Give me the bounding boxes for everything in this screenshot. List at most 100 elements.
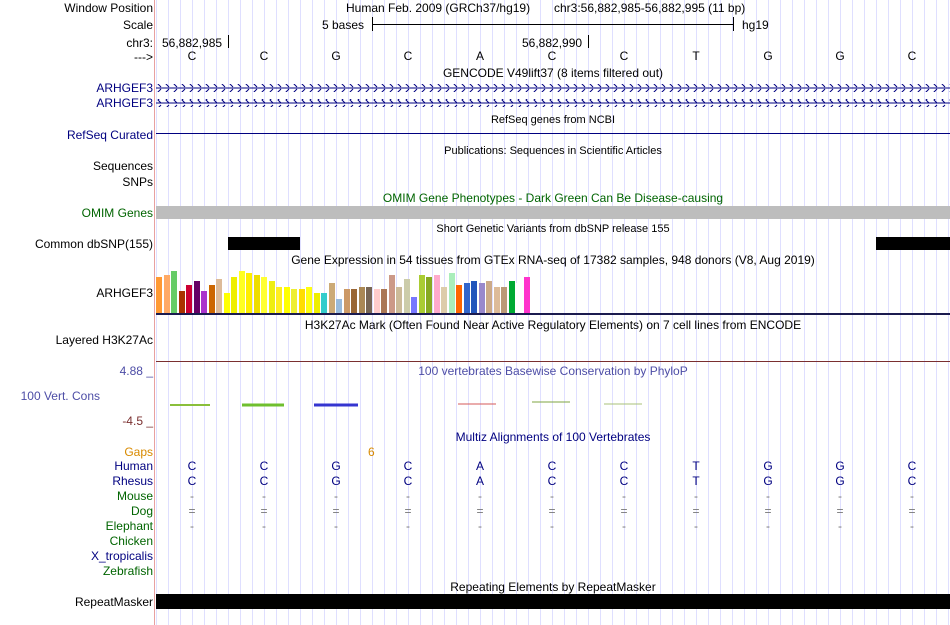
gtex-tissue-bar[interactable] [163, 275, 170, 313]
gtex-tissue-bar[interactable] [351, 289, 357, 313]
h3k27ac-baseline [156, 361, 950, 362]
repeatmasker-element-bar[interactable] [156, 594, 950, 609]
gtex-tissue-bar[interactable] [456, 285, 462, 313]
common-snp-variant[interactable] [876, 237, 950, 250]
track-data-area[interactable]: Human Feb. 2009 (GRCh37/hg19) chr3:56,88… [156, 0, 950, 625]
snps-track-label[interactable]: SNPs [122, 175, 153, 189]
gtex-tissue-bar[interactable] [261, 277, 267, 313]
gtex-tissue-bar[interactable] [276, 287, 282, 313]
strand-arrow-label[interactable]: ---> [134, 50, 153, 64]
gtex-tissue-bar[interactable] [448, 273, 455, 313]
sequences-track-label[interactable]: Sequences [92, 159, 153, 173]
gtex-tissue-bar[interactable] [441, 287, 447, 313]
gtex-tissue-bar[interactable] [403, 279, 410, 313]
gtex-tissue-bar[interactable] [313, 293, 320, 313]
gtex-tissue-bar[interactable] [366, 287, 372, 313]
repeatmasker-track-label[interactable]: RepeatMasker [74, 595, 153, 609]
gtex-tissue-bar[interactable] [426, 277, 432, 313]
h3k27ac-track-label[interactable]: Layered H3K27Ac [55, 333, 153, 347]
alignment-base: - [766, 489, 770, 503]
alignment-base: G [763, 474, 773, 488]
gtex-tissue-bar[interactable] [373, 289, 380, 313]
gtex-tissue-bar[interactable] [238, 271, 245, 313]
phylop-track-title: 100 vertebrates Basewise Conservation by… [418, 364, 688, 378]
gtex-tissue-bar[interactable] [186, 285, 192, 313]
snp-track-title: Short Genetic Variants from dbSNP releas… [436, 223, 670, 235]
gtex-tissue-bar[interactable] [516, 283, 522, 313]
track-label-column: Window Position Scale chr3: ---> ARHGEF3… [0, 0, 155, 625]
gtex-tissue-bar[interactable] [306, 287, 312, 313]
repeatmasker-track-title: Repeating Elements by RepeatMasker [450, 580, 656, 594]
gtex-tissue-bar[interactable] [231, 277, 237, 313]
gencode-item-label-1[interactable]: ARHGEF3 [96, 81, 153, 95]
alignment-base: - [622, 519, 626, 533]
alignment-base: - [334, 519, 338, 533]
gtex-tissue-bar[interactable] [201, 291, 207, 313]
gtex-tissue-bar[interactable] [268, 281, 275, 313]
alignment-base: - [478, 519, 482, 533]
gtex-tissue-bar[interactable] [486, 281, 492, 313]
scale-label: Scale [122, 18, 153, 32]
alignment-base: T [692, 459, 700, 473]
alignment-base: C [619, 459, 629, 473]
gtex-tissue-bar[interactable] [321, 293, 327, 313]
gtex-tissue-bar[interactable] [156, 277, 162, 313]
gtex-tissue-bar[interactable] [381, 289, 387, 313]
refseq-track-label[interactable]: RefSeq Curated [66, 128, 153, 142]
gtex-tissue-bar[interactable] [493, 287, 500, 313]
gtex-tissue-bar[interactable] [463, 283, 470, 313]
refseq-track-title: RefSeq genes from NCBI [490, 114, 616, 126]
alignment-base: = [260, 504, 268, 518]
gtex-tissue-bar[interactable] [343, 289, 350, 313]
gtex-tissue-bar[interactable] [328, 283, 335, 313]
gtex-tissue-bar[interactable] [433, 275, 440, 313]
gtex-tissue-bar[interactable] [253, 275, 260, 313]
alignment-base: C [403, 474, 413, 488]
gtex-tissue-bar[interactable] [298, 289, 305, 313]
gtex-tissue-bar[interactable] [501, 287, 507, 313]
omim-gene-bar[interactable] [156, 206, 950, 219]
omim-track-label[interactable]: OMIM Genes [81, 206, 153, 220]
alignment-base: C [547, 459, 557, 473]
alignment-base: C [187, 459, 197, 473]
species-label: Elephant [105, 519, 153, 533]
gtex-tissue-bar[interactable] [291, 289, 297, 313]
alignment-base: = [188, 504, 196, 518]
gtex-tissue-bar[interactable] [193, 281, 200, 313]
gtex-track-label[interactable]: ARHGEF3 [96, 286, 153, 300]
refseq-gene-line[interactable] [156, 133, 950, 134]
gtex-tissue-bar[interactable] [396, 287, 402, 313]
gencode-transcript-lines[interactable] [156, 0, 950, 110]
scale-bar-left-tick [372, 17, 373, 31]
alignment-base: = [548, 504, 556, 518]
alignment-base: - [838, 489, 842, 503]
phylop-conservation-marks[interactable] [156, 0, 950, 420]
common-snp-variant[interactable] [228, 237, 300, 250]
gtex-tissue-bar[interactable] [471, 281, 477, 313]
alignment-base: - [910, 519, 914, 533]
scale-assembly-label: hg19 [742, 18, 769, 32]
scale-bar-right-tick [733, 17, 734, 31]
base-letter: C [403, 49, 413, 63]
common-snp-track-label[interactable]: Common dbSNP(155) [34, 237, 153, 251]
gencode-item-label-2[interactable]: ARHGEF3 [96, 96, 153, 110]
phylop-track-label[interactable]: 100 Vert. Cons [20, 389, 100, 403]
gtex-tissue-bar[interactable] [388, 275, 395, 313]
gtex-tissue-bar[interactable] [418, 275, 425, 313]
gtex-tissue-bar[interactable] [508, 281, 515, 313]
gtex-tissue-bar[interactable] [478, 283, 485, 313]
gtex-tissue-bar[interactable] [358, 287, 365, 313]
gtex-tissue-bar[interactable] [216, 279, 222, 313]
gap-count: 6 [368, 445, 375, 459]
gtex-tissue-bar[interactable] [283, 287, 290, 313]
gtex-tissue-bar[interactable] [178, 291, 185, 313]
gtex-tissue-bar[interactable] [336, 299, 342, 313]
label-divider [154, 0, 155, 625]
gtex-tissue-bar[interactable] [523, 277, 530, 313]
gtex-tissue-bar[interactable] [223, 293, 230, 313]
gtex-tissue-bar[interactable] [171, 271, 177, 313]
gtex-tissue-bar[interactable] [411, 297, 417, 313]
species-label: Mouse [116, 489, 153, 503]
gtex-tissue-bar[interactable] [208, 285, 215, 313]
gtex-tissue-bar[interactable] [246, 273, 252, 313]
